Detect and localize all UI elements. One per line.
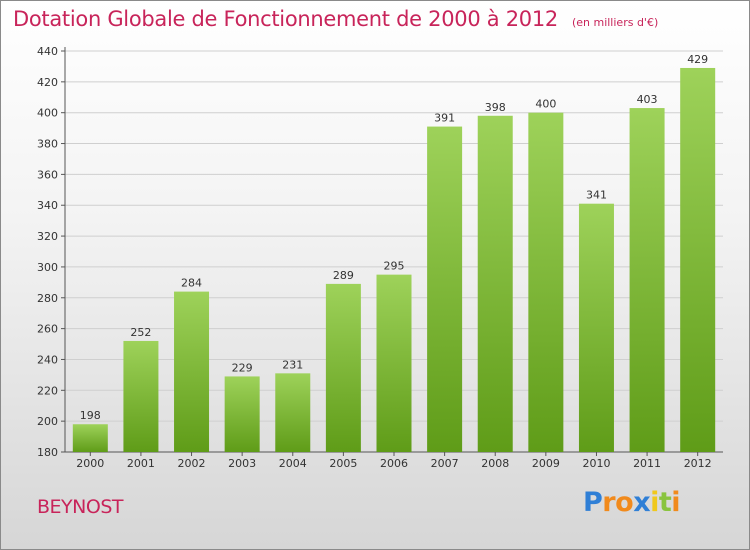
- y-tick-label: 260: [37, 323, 58, 336]
- value-label-2003: 229: [232, 361, 253, 374]
- bars: [72, 67, 716, 453]
- x-tick-label-2010: 2010: [582, 457, 610, 470]
- logo-letter: r: [602, 487, 616, 518]
- y-tick-label: 420: [37, 76, 58, 89]
- labels: 180 200 220 240 260 280 300 320 340 360 380 400 420 4…: [37, 45, 712, 470]
- x-tick-label-2001: 2001: [127, 457, 155, 470]
- value-label-2004: 231: [282, 358, 303, 371]
- logo-letter: t: [658, 487, 672, 518]
- y-tick-label: 300: [37, 261, 58, 274]
- value-label-2000: 198: [80, 409, 101, 422]
- y-tick-label: 320: [37, 230, 58, 243]
- y-tick-label: 180: [37, 446, 58, 459]
- bar-2007: [427, 126, 463, 453]
- value-label-2008: 398: [485, 101, 506, 114]
- logo-letter: i: [650, 487, 659, 518]
- value-label-2005: 289: [333, 269, 354, 282]
- x-tick-label-2008: 2008: [481, 457, 509, 470]
- chart-title: Dotation Globale de Fonctionnement de 20…: [13, 7, 658, 31]
- bar-2000: [72, 424, 108, 452]
- bar-2006: [376, 274, 412, 452]
- bar-2012: [680, 67, 716, 452]
- y-tick-label: 440: [37, 45, 58, 58]
- chart-title-text: Dotation Globale de Fonctionnement de 20…: [13, 7, 558, 31]
- bar-2001: [123, 340, 159, 452]
- y-tick-label: 340: [37, 199, 58, 212]
- value-label-2006: 295: [384, 260, 405, 273]
- x-tick-label-2005: 2005: [329, 457, 357, 470]
- x-tick-label-2011: 2011: [633, 457, 661, 470]
- y-tick-label: 360: [37, 168, 58, 181]
- city-name: BEYNOST: [37, 496, 123, 518]
- unit-note: (en milliers d'€): [571, 16, 659, 29]
- value-label-2001: 252: [130, 326, 151, 339]
- x-tick-label-2009: 2009: [532, 457, 560, 470]
- bar-2011: [629, 108, 665, 453]
- x-tick-label-2004: 2004: [279, 457, 307, 470]
- y-tick-label: 200: [37, 415, 58, 428]
- logo-letter: x: [633, 487, 651, 518]
- x-tick-label-2003: 2003: [228, 457, 256, 470]
- y-tick-label: 380: [37, 138, 58, 151]
- y-tick-label: 280: [37, 292, 58, 305]
- bar-2010: [578, 203, 614, 452]
- logo-letter: P: [583, 487, 603, 518]
- logo-letter: o: [615, 487, 634, 518]
- x-tick-label-2007: 2007: [431, 457, 459, 470]
- bar-2009: [528, 112, 564, 452]
- y-tick-label: 240: [37, 353, 58, 366]
- bar-2003: [224, 376, 260, 452]
- bar-2008: [477, 115, 513, 453]
- bar-2002: [174, 291, 210, 452]
- logo-letter: i: [671, 487, 681, 518]
- value-label-2002: 284: [181, 277, 202, 290]
- bar-2005: [325, 283, 361, 452]
- value-label-2011: 403: [637, 93, 658, 106]
- value-label-2007: 391: [434, 112, 455, 125]
- y-tick-label: 220: [37, 384, 58, 397]
- proxiti-logo[interactable]: Proxiti: [583, 487, 681, 518]
- value-label-2009: 400: [535, 98, 556, 111]
- x-tick-label-2000: 2000: [76, 457, 104, 470]
- bar-2004: [275, 373, 311, 452]
- x-tick-label-2012: 2012: [684, 457, 712, 470]
- x-tick-label-2006: 2006: [380, 457, 408, 470]
- value-label-2010: 341: [586, 189, 607, 202]
- value-label-2012: 429: [687, 53, 708, 66]
- x-tick-label-2002: 2002: [178, 457, 206, 470]
- y-tick-label: 400: [37, 107, 58, 120]
